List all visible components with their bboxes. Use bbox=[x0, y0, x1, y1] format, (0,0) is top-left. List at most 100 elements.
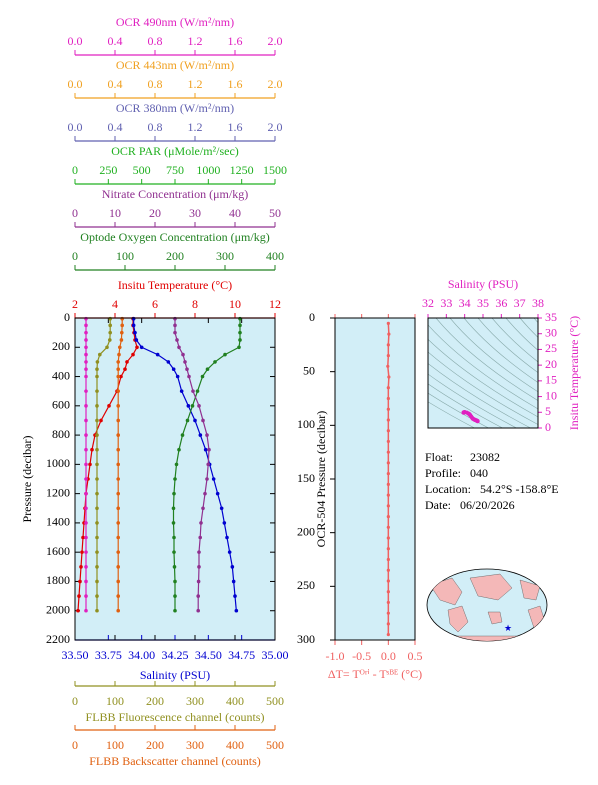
profile-point bbox=[234, 608, 239, 613]
profile-point bbox=[225, 535, 229, 540]
x-tick-label: 0.0 bbox=[68, 77, 83, 91]
axis-title: Optode Oxygen Concentration (μm/kg) bbox=[80, 230, 269, 244]
profile-point bbox=[196, 594, 200, 598]
y-tick-label: 400 bbox=[52, 368, 70, 382]
density-contour bbox=[428, 373, 518, 428]
profile-point bbox=[95, 565, 99, 569]
delta-point bbox=[386, 439, 390, 444]
x-tick-label: 0.5 bbox=[408, 649, 423, 663]
x-tick-label: 0.4 bbox=[108, 34, 123, 48]
profile-point bbox=[84, 360, 88, 364]
density-contour bbox=[590, 318, 598, 438]
delta-point bbox=[386, 633, 390, 637]
x-tick-label: 34 bbox=[459, 296, 471, 310]
y-tick-label: 600 bbox=[52, 398, 70, 412]
x-tick-label: 0.8 bbox=[148, 77, 163, 91]
profile-point bbox=[238, 316, 242, 321]
profile-point bbox=[172, 550, 176, 554]
density-contour bbox=[428, 363, 532, 428]
y-tick-label: 250 bbox=[297, 578, 315, 592]
profile-point bbox=[116, 579, 120, 584]
density-contour bbox=[477, 318, 538, 373]
profile-point bbox=[95, 506, 99, 511]
y-tick-label: 0 bbox=[309, 310, 315, 324]
profile-point bbox=[84, 330, 88, 335]
profile-point bbox=[139, 345, 144, 350]
profile-point bbox=[84, 579, 88, 584]
density-contour bbox=[519, 318, 538, 338]
delta-point bbox=[386, 321, 390, 325]
y-tick-label: 2000 bbox=[46, 602, 70, 616]
info-value: 040 bbox=[470, 466, 488, 480]
profile-point bbox=[215, 491, 220, 496]
profile-point bbox=[120, 330, 124, 335]
profile-point bbox=[198, 535, 202, 540]
profile-point bbox=[119, 374, 123, 379]
x-tick-label: 1.6 bbox=[228, 120, 243, 134]
profile-point bbox=[174, 462, 179, 467]
profile-point bbox=[95, 404, 99, 408]
x-tick-label: -0.5 bbox=[352, 649, 371, 663]
delta-point bbox=[386, 514, 390, 519]
x-tick-label: 8 bbox=[192, 297, 198, 311]
profile-point bbox=[84, 374, 88, 379]
delta-point bbox=[386, 547, 390, 551]
profile-point bbox=[223, 352, 227, 357]
profile-point bbox=[99, 418, 103, 423]
density-contour bbox=[435, 318, 538, 401]
y-tick-label: 200 bbox=[297, 524, 315, 538]
profile-point bbox=[219, 506, 224, 511]
x-tick-label: 250 bbox=[99, 163, 117, 177]
profile-point bbox=[173, 608, 177, 613]
axis-title: OCR PAR (μMole/m²/sec) bbox=[111, 144, 239, 158]
axis-title: OCR 380nm (W/m²/nm) bbox=[116, 101, 234, 115]
profile-point bbox=[191, 389, 195, 393]
profile-point bbox=[116, 462, 120, 467]
profile-point bbox=[180, 433, 185, 437]
info-label: Float: bbox=[425, 450, 453, 464]
profile-point bbox=[84, 352, 88, 357]
profile-point bbox=[201, 418, 205, 423]
info-value: 06/20/2026 bbox=[460, 498, 515, 512]
x-tick-label: 33.75 bbox=[95, 648, 122, 662]
profile-point bbox=[116, 608, 120, 613]
y-tick-label: 1600 bbox=[46, 544, 70, 558]
profile-point bbox=[95, 535, 99, 540]
axis-title: FLBB Backscatter channel (counts) bbox=[89, 754, 261, 768]
x-tick-label: 37 bbox=[514, 296, 526, 310]
x-tick-label: 1.2 bbox=[188, 77, 203, 91]
profile-point bbox=[196, 608, 200, 613]
y-tick-label: 1200 bbox=[46, 485, 70, 499]
density-contour bbox=[428, 351, 538, 425]
x-tick-label: 0.4 bbox=[108, 120, 123, 134]
axis-title: Salinity (PSU) bbox=[140, 668, 210, 682]
profile-point bbox=[117, 352, 121, 357]
profile-point bbox=[222, 521, 227, 525]
axis-title: OCR 490nm (W/m²/nm) bbox=[116, 15, 234, 29]
delta-point bbox=[386, 386, 390, 390]
profile-point bbox=[190, 404, 195, 408]
profile-point bbox=[116, 389, 120, 393]
y-tick-label: 2200 bbox=[46, 632, 70, 646]
profile-point bbox=[185, 418, 190, 423]
profile-point bbox=[84, 389, 88, 393]
x-tick-label: 100 bbox=[116, 249, 134, 263]
profile-point bbox=[84, 323, 88, 328]
delta-point bbox=[386, 461, 390, 465]
x-tick-label: 0 bbox=[72, 694, 78, 708]
x-tick-label: 10 bbox=[229, 297, 241, 311]
profile-point bbox=[95, 433, 99, 437]
profile-point bbox=[116, 433, 120, 437]
x-tick-label: 38 bbox=[532, 296, 544, 310]
profile-point bbox=[84, 418, 88, 423]
ts-point bbox=[475, 419, 480, 424]
profile-point bbox=[238, 338, 242, 342]
x-tick-label: 100 bbox=[106, 694, 124, 708]
plot-background bbox=[335, 318, 415, 640]
delta-point bbox=[386, 611, 390, 615]
density-contour bbox=[428, 383, 504, 428]
plot-frame bbox=[427, 317, 539, 429]
profile-point bbox=[95, 594, 99, 598]
plot-frame bbox=[334, 317, 416, 641]
